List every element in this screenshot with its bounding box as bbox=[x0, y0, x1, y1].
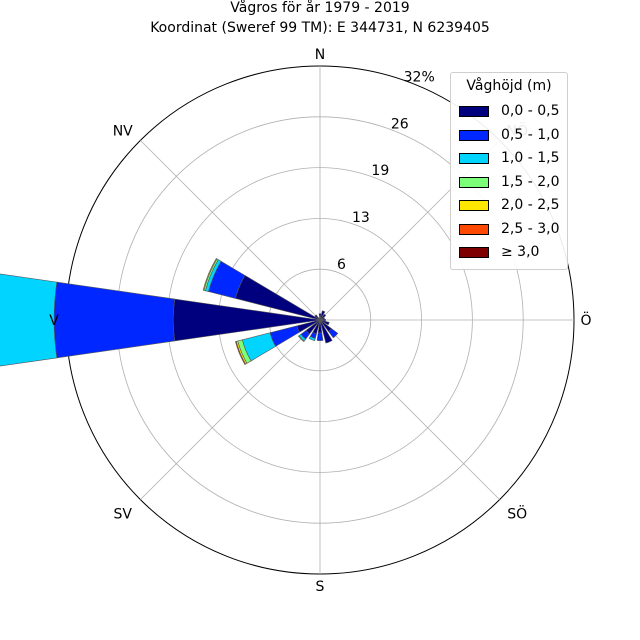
bar-segment bbox=[53, 281, 175, 359]
bar-segment bbox=[319, 318, 326, 322]
legend-swatch bbox=[459, 247, 489, 258]
chart-subtitle: Koordinat (Sweref 99 TM): E 344731, N 62… bbox=[150, 20, 490, 36]
bar-segment bbox=[172, 298, 321, 342]
radial-tick-label: 13 bbox=[352, 210, 370, 226]
bar-segment bbox=[314, 314, 321, 321]
legend-label: 2,5 - 3,0 bbox=[501, 220, 560, 237]
bar-segment bbox=[297, 335, 305, 343]
direction-label: S bbox=[316, 579, 325, 595]
rose-bars bbox=[0, 257, 339, 367]
legend-label: ≥ 3,0 bbox=[501, 244, 540, 260]
bar-segment bbox=[269, 325, 300, 347]
legend-label: 1,0 - 1,5 bbox=[501, 150, 560, 166]
grid-spoke bbox=[140, 140, 321, 321]
legend: Våghöjd (m) 0,0 - 0,5 0,5 - 1,0 1,0 - 1,5 1… bbox=[450, 72, 568, 270]
legend-swatch bbox=[459, 129, 489, 141]
bar-segment bbox=[319, 319, 330, 326]
radial-tick-label: 19 bbox=[371, 163, 389, 179]
legend-label: 2,0 - 2,5 bbox=[501, 197, 560, 213]
legend-title: Våghöjd (m) bbox=[466, 78, 552, 94]
legend-swatch bbox=[459, 223, 489, 235]
bar-segment bbox=[308, 335, 316, 342]
legend-swatch bbox=[459, 106, 489, 117]
bar-segment bbox=[319, 317, 325, 321]
polar-grid bbox=[65, 65, 575, 575]
direction-label: Ö bbox=[580, 311, 591, 329]
bar-segment bbox=[0, 273, 58, 367]
direction-label: SÖ bbox=[507, 504, 527, 522]
grid-spoke bbox=[319, 319, 500, 500]
legend-label: 0,5 - 1,0 bbox=[501, 126, 560, 143]
bar-segment bbox=[319, 313, 327, 321]
chart-title: Vågros för år 1979 - 2019 bbox=[230, 0, 410, 16]
bar-segment bbox=[235, 341, 247, 365]
legend-label: 1,5 - 2,0 bbox=[501, 173, 560, 190]
direction-label: NV bbox=[113, 124, 133, 140]
bar-segment bbox=[328, 328, 339, 339]
direction-label: N bbox=[315, 47, 325, 63]
radial-tick-label: 32% bbox=[404, 69, 435, 85]
bar-segment bbox=[316, 332, 324, 341]
radial-tick-label: 6 bbox=[337, 257, 346, 273]
legend-swatch bbox=[459, 153, 489, 164]
bar-segment bbox=[318, 313, 322, 321]
legend-swatch bbox=[459, 176, 489, 188]
legend-label: 0,0 - 0,5 bbox=[501, 103, 560, 119]
bar-segment bbox=[202, 257, 218, 291]
bar-segment bbox=[318, 317, 321, 321]
legend-swatch bbox=[459, 200, 489, 211]
grid-spoke bbox=[140, 319, 321, 500]
bar-segment bbox=[319, 310, 326, 321]
radial-tick-label: 26 bbox=[391, 116, 409, 132]
direction-label: V bbox=[49, 313, 59, 329]
bar-segment bbox=[319, 319, 333, 344]
direction-label: SV bbox=[114, 506, 133, 522]
